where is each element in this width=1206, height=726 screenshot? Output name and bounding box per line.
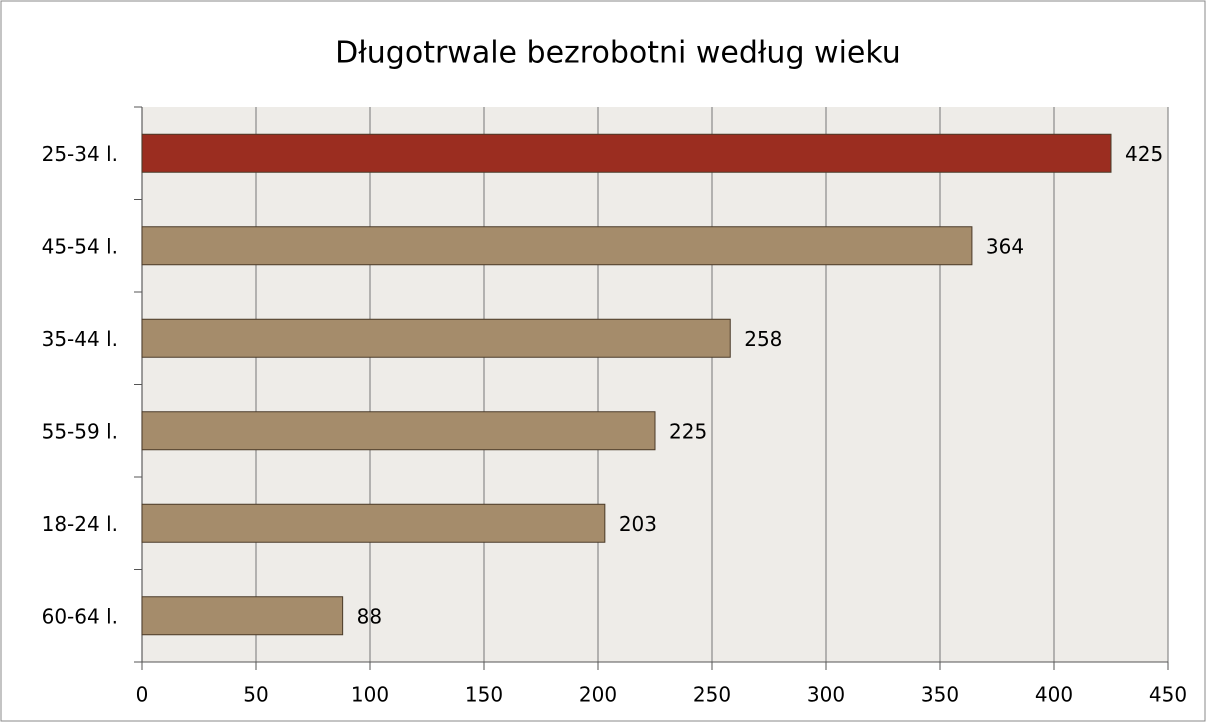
y-tick-label: 45-54 l. (42, 234, 118, 258)
data-label: 425 (1125, 142, 1163, 166)
bar (141, 503, 606, 543)
x-tick-label: 150 (465, 683, 503, 707)
bar (141, 318, 731, 358)
data-label: 225 (669, 419, 707, 443)
y-tick-label: 55-59 l. (42, 419, 118, 443)
x-tick-label: 200 (579, 683, 617, 707)
bar (141, 226, 973, 266)
chart-title: Długotrwale bezrobotni według wieku (335, 36, 901, 71)
x-tick-label: 50 (243, 683, 268, 707)
bar (141, 411, 656, 451)
data-label: 364 (986, 234, 1024, 258)
data-label: 203 (619, 512, 657, 536)
x-tick-label: 400 (1035, 683, 1073, 707)
x-tick-label: 0 (136, 683, 149, 707)
x-tick-label: 450 (1149, 683, 1187, 707)
y-tick-label: 18-24 l. (42, 512, 118, 536)
plot-area (142, 107, 1168, 662)
bar (141, 133, 1112, 173)
x-tick-label: 250 (693, 683, 731, 707)
x-tick-label: 100 (351, 683, 389, 707)
x-tick-label: 300 (807, 683, 845, 707)
data-label: 88 (357, 604, 382, 628)
x-tick-label: 350 (921, 683, 959, 707)
y-tick-label: 60-64 l. (42, 604, 118, 628)
bar (141, 596, 344, 636)
y-tick-label: 25-34 l. (42, 142, 118, 166)
y-tick-label: 35-44 l. (42, 327, 118, 351)
data-label: 258 (744, 327, 782, 351)
